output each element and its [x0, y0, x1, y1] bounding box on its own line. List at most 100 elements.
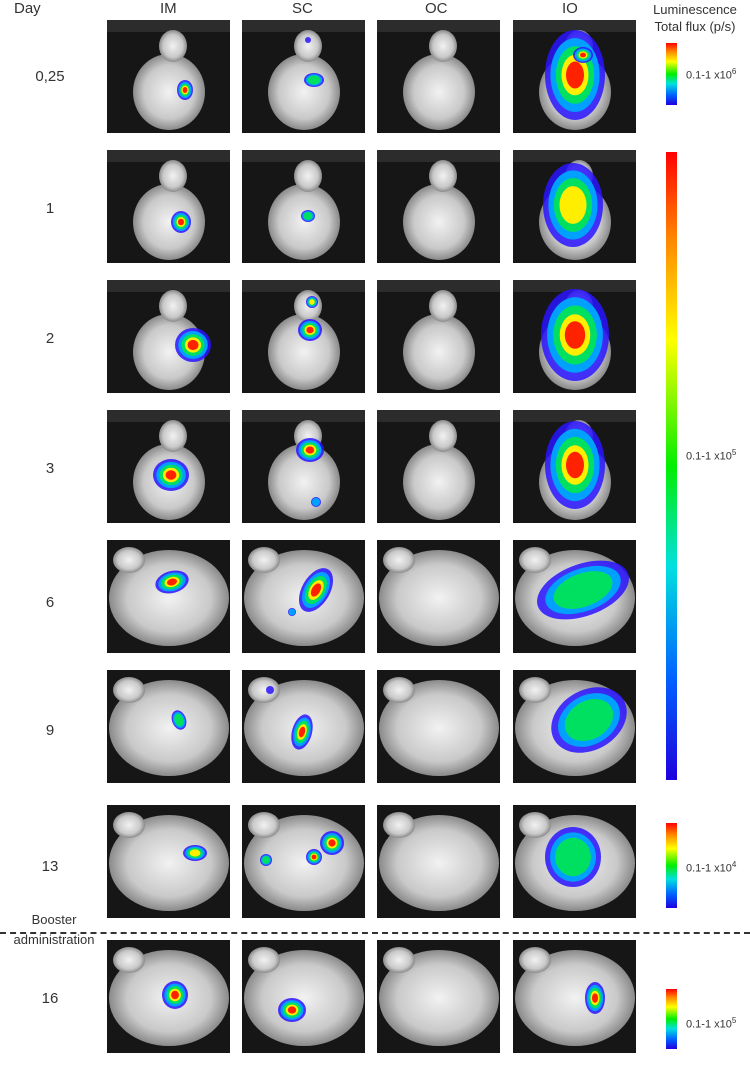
color-scale-bar	[666, 152, 677, 780]
scale-label: 0.1-1 x104	[686, 860, 736, 875]
color-scale-bar	[666, 823, 677, 908]
scale-label: 0.1-1 x105	[686, 448, 736, 463]
scale-label-exp: 6	[731, 67, 737, 76]
luminescence-signal	[298, 319, 322, 341]
luminescence-signal	[296, 438, 324, 462]
luminescence-signal	[537, 560, 629, 620]
animal-silhouette	[379, 677, 499, 776]
imaging-tile-sc	[242, 410, 365, 523]
day-label: 6	[45, 594, 55, 611]
cage-bars	[377, 410, 500, 422]
cage-bars	[242, 150, 365, 162]
luminescence-signal	[288, 608, 296, 616]
imaging-tile-oc	[377, 150, 500, 263]
animal-silhouette	[268, 420, 340, 520]
cage-bars	[107, 150, 230, 162]
imaging-tile-im	[107, 280, 230, 393]
imaging-tile-im	[107, 805, 230, 918]
animal-silhouette	[403, 290, 475, 390]
imaging-tile-io	[513, 280, 636, 393]
luminescence-signal	[298, 568, 334, 612]
imaging-tile-io	[513, 940, 636, 1053]
luminescence-signal	[573, 47, 593, 63]
scale-label-text: 0.1-1 x10	[686, 450, 732, 463]
imaging-tile-oc	[377, 670, 500, 783]
luminescence-signal	[153, 459, 189, 491]
animal-silhouette	[379, 547, 499, 646]
legend-title-line2: Total flux (p/s)	[654, 19, 736, 34]
scale-label-text: 0.1-1 x10	[686, 862, 732, 875]
imaging-tile-im	[107, 940, 230, 1053]
day-label: 0,25	[35, 68, 65, 85]
imaging-tile-sc	[242, 280, 365, 393]
imaging-tile-io	[513, 20, 636, 133]
imaging-tile-io	[513, 670, 636, 783]
scale-label-exp: 5	[731, 1016, 737, 1025]
scale-label-text: 0.1-1 x10	[686, 1018, 732, 1031]
imaging-tile-sc	[242, 150, 365, 263]
imaging-tile-im	[107, 150, 230, 263]
day-label: 2	[45, 330, 55, 347]
luminescence-signal	[306, 296, 318, 308]
luminescence-signal	[260, 854, 272, 866]
animal-silhouette	[109, 812, 229, 911]
animal-silhouette	[268, 30, 340, 130]
animal-silhouette	[403, 30, 475, 130]
animal-silhouette	[109, 677, 229, 776]
day-label: 9	[45, 722, 55, 739]
luminescence-signal	[175, 328, 211, 362]
legend-title: Luminescence Total flux (p/s)	[640, 1, 750, 35]
scale-label-text: 0.1-1 x10	[686, 69, 732, 82]
luminescence-signal	[320, 831, 344, 855]
luminescence-signal	[306, 849, 322, 865]
booster-label-line2: administration	[13, 932, 95, 947]
imaging-tile-oc	[377, 805, 500, 918]
cage-bars	[513, 150, 636, 162]
column-header-io: IO	[562, 0, 578, 17]
cage-bars	[242, 280, 365, 292]
luminescence-signal	[291, 714, 313, 750]
column-header-oc: OC	[425, 0, 448, 17]
imaging-tile-im	[107, 670, 230, 783]
luminescence-signal	[301, 210, 315, 222]
animal-silhouette	[379, 812, 499, 911]
luminescence-signal	[162, 981, 188, 1009]
animal-silhouette	[133, 30, 205, 130]
legend-title-line1: Luminescence	[653, 2, 737, 17]
imaging-tile-sc	[242, 805, 365, 918]
day-label: 16	[41, 990, 59, 1007]
day-label: 1	[45, 200, 55, 217]
animal-silhouette	[268, 160, 340, 260]
imaging-tile-io	[513, 150, 636, 263]
cage-bars	[242, 20, 365, 32]
day-label: 13	[41, 858, 59, 875]
luminescence-signal	[545, 827, 601, 887]
imaging-tile-oc	[377, 280, 500, 393]
imaging-tile-oc	[377, 540, 500, 653]
imaging-tile-im	[107, 410, 230, 523]
imaging-tile-sc	[242, 20, 365, 133]
scale-label-exp: 4	[731, 860, 737, 869]
imaging-tile-io	[513, 805, 636, 918]
animal-silhouette	[244, 947, 364, 1046]
imaging-tile-sc	[242, 540, 365, 653]
scale-label: 0.1-1 x106	[686, 67, 736, 82]
luminescence-signal	[305, 37, 311, 43]
imaging-tile-oc	[377, 20, 500, 133]
booster-divider	[0, 932, 750, 934]
cage-bars	[377, 20, 500, 32]
animal-silhouette	[268, 290, 340, 390]
imaging-tile-im	[107, 20, 230, 133]
color-scale-bar	[666, 989, 677, 1049]
animal-silhouette	[403, 160, 475, 260]
luminescence-signal	[545, 421, 605, 509]
animal-silhouette	[403, 420, 475, 520]
luminescence-signal	[278, 998, 306, 1022]
imaging-tile-sc	[242, 940, 365, 1053]
animal-silhouette	[109, 547, 229, 646]
luminescence-signal	[183, 845, 207, 861]
cage-bars	[377, 150, 500, 162]
animal-silhouette	[133, 160, 205, 260]
luminescence-signal	[155, 570, 189, 594]
day-header: Day	[14, 0, 41, 17]
